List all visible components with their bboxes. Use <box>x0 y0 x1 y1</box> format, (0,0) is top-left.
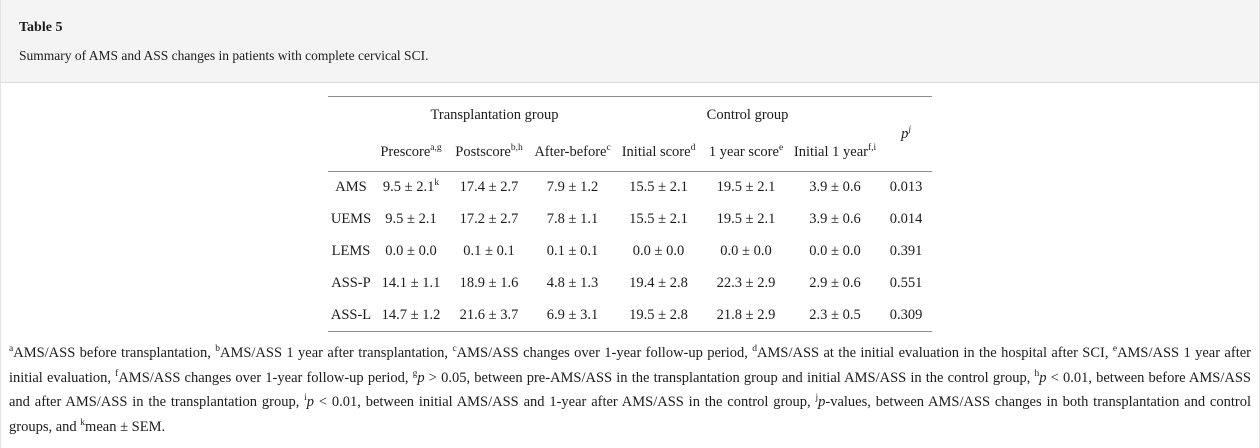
footnote-c: cAMS/ASS changes over 1-year follow-up p… <box>452 344 753 361</box>
column-header-prescore: Prescorea,g <box>380 142 442 160</box>
cell: 0.0 ± 0.0 <box>809 243 861 259</box>
footnote-i: ip < 0.01, between initial AMS/ASS and 1… <box>304 393 816 411</box>
cell: 6.9 ± 3.1 <box>546 306 599 323</box>
cell: 0.1 ± 0.1 <box>546 243 599 259</box>
column-header-initial-1-year: Initial 1 yearf,i <box>793 142 877 160</box>
cell: 19.4 ± 2.8 <box>629 275 688 291</box>
cell-p-value: 0.551 <box>889 275 923 291</box>
cell: 9.5 ± 2.1k <box>382 178 440 196</box>
corner-cell <box>328 134 374 172</box>
cell: 3.9 ± 0.6 <box>809 211 861 227</box>
column-header-after-before: After-beforec <box>534 142 611 160</box>
footnote-f: fAMS/ASS changes over 1-year follow-up p… <box>115 368 413 386</box>
cell: 19.5 ± 2.8 <box>629 306 688 323</box>
footnote-h: hp < 0.01, between before AMS/ASS and af… <box>9 368 1251 411</box>
row-label: UEMS <box>330 211 372 227</box>
corner-cell <box>328 97 374 134</box>
cell: 3.9 ± 0.6 <box>809 179 861 196</box>
table-row-lems: LEMS 0.0 ± 0.0 0.1 ± 0.1 0.1 ± 0.1 0.0 ±… <box>328 236 932 268</box>
cell: 22.3 ± 2.9 <box>716 275 776 291</box>
cell: 19.5 ± 2.1 <box>716 179 776 196</box>
cell: 15.5 ± 2.1 <box>629 211 688 227</box>
cell: 19.5 ± 2.1 <box>716 211 776 227</box>
cell: 4.8 ± 1.3 <box>546 275 599 291</box>
row-label: ASS-P <box>331 275 371 291</box>
table-caption: Summary of AMS and ASS changes in patien… <box>19 48 429 63</box>
table-title: Table 5 <box>19 20 63 35</box>
cell-p-value: 0.391 <box>889 243 923 259</box>
row-label: AMS <box>335 179 367 196</box>
row-label: LEMS <box>331 243 371 259</box>
cell: 17.4 ± 2.7 <box>459 179 519 196</box>
cell: 14.1 ± 1.1 <box>381 275 441 291</box>
footnote-e: eAMS/ASS 1 year after initial evaluation… <box>9 344 1251 386</box>
cell: 2.9 ± 0.6 <box>809 275 861 291</box>
cell: 21.6 ± 3.7 <box>459 306 519 323</box>
group-header-row: Transplantation group Control group pj <box>328 97 932 142</box>
cell: 0.0 ± 0.0 <box>720 243 772 259</box>
group-header-transplantation: Transplantation group <box>430 106 559 123</box>
cell: 9.5 ± 2.1 <box>385 211 437 227</box>
cell-p-value: 0.014 <box>889 211 923 227</box>
p-column-header: pj <box>901 124 911 142</box>
row-label: ASS-L <box>330 306 372 323</box>
summary-table: Transplantation group Control group pj P… <box>328 96 933 332</box>
cell: 18.9 ± 1.6 <box>459 275 519 291</box>
footnote-k: kmean ± SEM. <box>80 417 166 435</box>
cell: 21.8 ± 2.9 <box>716 306 776 323</box>
column-header-initial-score: Initial scored <box>621 142 696 160</box>
cell: 15.5 ± 2.1 <box>629 179 688 196</box>
table-row-uems: UEMS 9.5 ± 2.1 17.2 ± 2.7 7.8 ± 1.1 15.5… <box>328 204 932 236</box>
group-header-control: Control group <box>706 106 789 123</box>
cell-p-value: 0.309 <box>889 306 923 323</box>
cell: 7.8 ± 1.1 <box>546 211 599 227</box>
footnote-d: dAMS/ASS at the initial evaluation in th… <box>752 344 1113 361</box>
cell: 17.2 ± 2.7 <box>459 211 519 227</box>
footnote-b: bAMS/ASS 1 year after transplantation, <box>215 344 453 361</box>
cell: 0.0 ± 0.0 <box>632 243 685 259</box>
column-header-1-year-score: 1 year scoree <box>708 142 784 160</box>
column-header-postscore: Postscoreb,h <box>455 142 523 160</box>
footnote-a: aAMS/ASS before transplantation, <box>9 344 216 361</box>
table-row-ass-l: ASS-L 14.7 ± 1.2 21.6 ± 3.7 6.9 ± 3.1 19… <box>328 300 932 332</box>
cell: 7.9 ± 1.2 <box>546 179 599 196</box>
cell: 14.7 ± 1.2 <box>381 306 441 323</box>
footnote-j: jp-values, between AMS/ASS changes in bo… <box>9 393 1251 435</box>
cell-p-value: 0.013 <box>889 179 923 196</box>
cell: 0.0 ± 0.0 <box>385 243 437 259</box>
table-container: Transplantation group Control group pj P… <box>328 96 933 332</box>
column-header-row: Prescorea,g Postscoreb,h After-beforec I… <box>328 134 932 172</box>
table-row-ams: AMS 9.5 ± 2.1k 17.4 ± 2.7 7.9 ± 1.2 15.5… <box>328 172 932 204</box>
cell: 2.3 ± 0.5 <box>809 306 861 323</box>
table-header-band: Table 5 Summary of AMS and ASS changes i… <box>1 0 1259 83</box>
footnotes: aAMS/ASS before transplantation, bAMS/AS… <box>9 341 1251 439</box>
cell: 0.1 ± 0.1 <box>463 243 515 259</box>
footnote-g: gp > 0.05, between pre-AMS/ASS in the tr… <box>412 368 1035 386</box>
table-row-ass-p: ASS-P 14.1 ± 1.1 18.9 ± 1.6 4.8 ± 1.3 19… <box>328 268 932 300</box>
